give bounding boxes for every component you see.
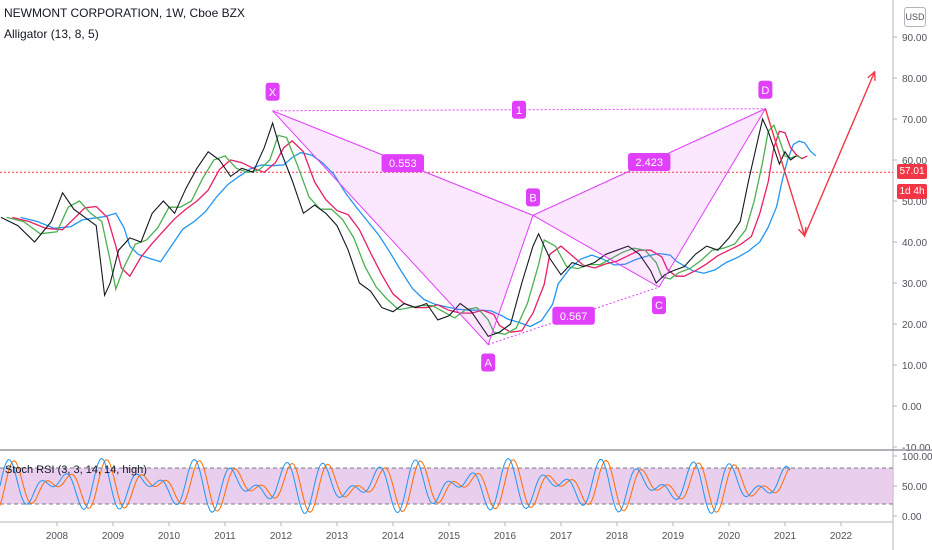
pattern-ratio-line xyxy=(532,108,766,216)
symbol-title[interactable]: NEWMONT CORPORATION, 1W, Cboe BZX xyxy=(4,6,245,20)
ratio-xb: 0.553 xyxy=(389,158,417,170)
price-axis: 90.00 80.00 70.00 60.00 50.00 40.00 30.00 20.00… xyxy=(893,33,931,454)
pattern-point-a-box xyxy=(481,353,496,372)
stoch-tick-label: 50.00 xyxy=(902,482,927,493)
ratio-ac-box xyxy=(552,306,595,325)
x-tick-label: 2017 xyxy=(550,531,573,542)
x-tick-label: 2019 xyxy=(662,531,685,542)
x-tick-label: 2022 xyxy=(830,531,853,542)
alligator-legend[interactable]: Alligator (13, 8, 5) xyxy=(4,27,99,41)
x-tick-label: 2010 xyxy=(158,531,181,542)
x-tick-label: 2014 xyxy=(382,531,405,542)
stoch-k-line xyxy=(0,457,791,514)
pattern-point-a: A xyxy=(485,358,493,370)
y-tick-label: 20.00 xyxy=(902,320,927,331)
ratio-xb-box xyxy=(381,154,425,173)
stoch-lines xyxy=(0,457,791,514)
currency-button[interactable]: USD xyxy=(904,7,926,27)
time-axis: 2008 2009 2010 2011 2012 2013 2014 2015 2016 2017… xyxy=(46,522,853,542)
pattern-point-d: D xyxy=(761,85,769,97)
pattern-point-b-box xyxy=(526,188,540,207)
xabcd-pattern: X A B C D 0.553 0.567 2.423 1 xyxy=(265,80,773,372)
stoch-tick-label: 100.00 xyxy=(902,452,932,463)
pattern-point-c: C xyxy=(655,300,663,312)
y-tick-label: -10.00 xyxy=(902,443,931,454)
y-tick-label: 10.00 xyxy=(902,361,927,372)
stoch-tick-label: 0.00 xyxy=(902,512,922,523)
countdown-badge: 1d 4h xyxy=(897,184,927,199)
pattern-point-c-box xyxy=(652,296,666,315)
stoch-rsi-pane: 100.00 50.00 0.00 Stoch RSI (3, 3, 14, 14,… xyxy=(0,452,932,523)
y-tick-label: 90.00 xyxy=(902,33,927,44)
last-price-badge: 57.01 xyxy=(897,164,927,179)
x-tick-label: 2012 xyxy=(270,531,293,542)
x-tick-label: 2020 xyxy=(718,531,741,542)
y-tick-label: 0.00 xyxy=(902,402,922,413)
pattern-point-d-box xyxy=(758,80,773,99)
x-tick-label: 2011 xyxy=(214,531,236,542)
ratio-bd-box xyxy=(627,153,671,172)
y-tick-label: 30.00 xyxy=(902,279,927,290)
y-tick-label: 50.00 xyxy=(902,197,927,208)
x-tick-label: 2015 xyxy=(438,531,461,542)
ratio-xd: 1 xyxy=(516,105,522,117)
y-tick-label: 70.00 xyxy=(902,115,927,126)
stoch-d-line xyxy=(0,459,791,514)
projection-arrowhead-up xyxy=(867,70,876,81)
ratio-ac: 0.567 xyxy=(560,311,588,323)
price-series xyxy=(0,117,817,337)
projection-path xyxy=(764,71,876,238)
pattern-point-x: X xyxy=(269,87,277,99)
projection-arrow xyxy=(764,70,876,238)
x-tick-label: 2013 xyxy=(326,531,349,542)
y-tick-label: 60.00 xyxy=(902,156,927,167)
stoch-title: Stoch RSI (3, 3, 14, 14, high) xyxy=(5,464,147,476)
stoch-axis: 100.00 50.00 0.00 xyxy=(893,452,932,523)
projection-arrowhead-down xyxy=(797,226,807,238)
alligator-lips-line xyxy=(6,123,803,335)
ratio-bd: 2.423 xyxy=(635,157,663,169)
pattern-point-b: B xyxy=(529,192,536,204)
price-line xyxy=(0,117,797,337)
y-tick-label: 40.00 xyxy=(902,238,927,249)
pattern-point-x-box xyxy=(265,82,280,101)
x-tick-label: 2021 xyxy=(774,531,797,542)
x-tick-label: 2008 xyxy=(46,531,69,542)
alligator-jaw-line xyxy=(20,140,817,328)
y-tick-label: 80.00 xyxy=(902,74,927,85)
x-tick-label: 2016 xyxy=(494,531,517,542)
x-tick-label: 2009 xyxy=(102,531,125,542)
alligator-teeth-line xyxy=(12,130,808,333)
ratio-xd-box xyxy=(512,100,526,119)
x-tick-label: 2018 xyxy=(606,531,629,542)
